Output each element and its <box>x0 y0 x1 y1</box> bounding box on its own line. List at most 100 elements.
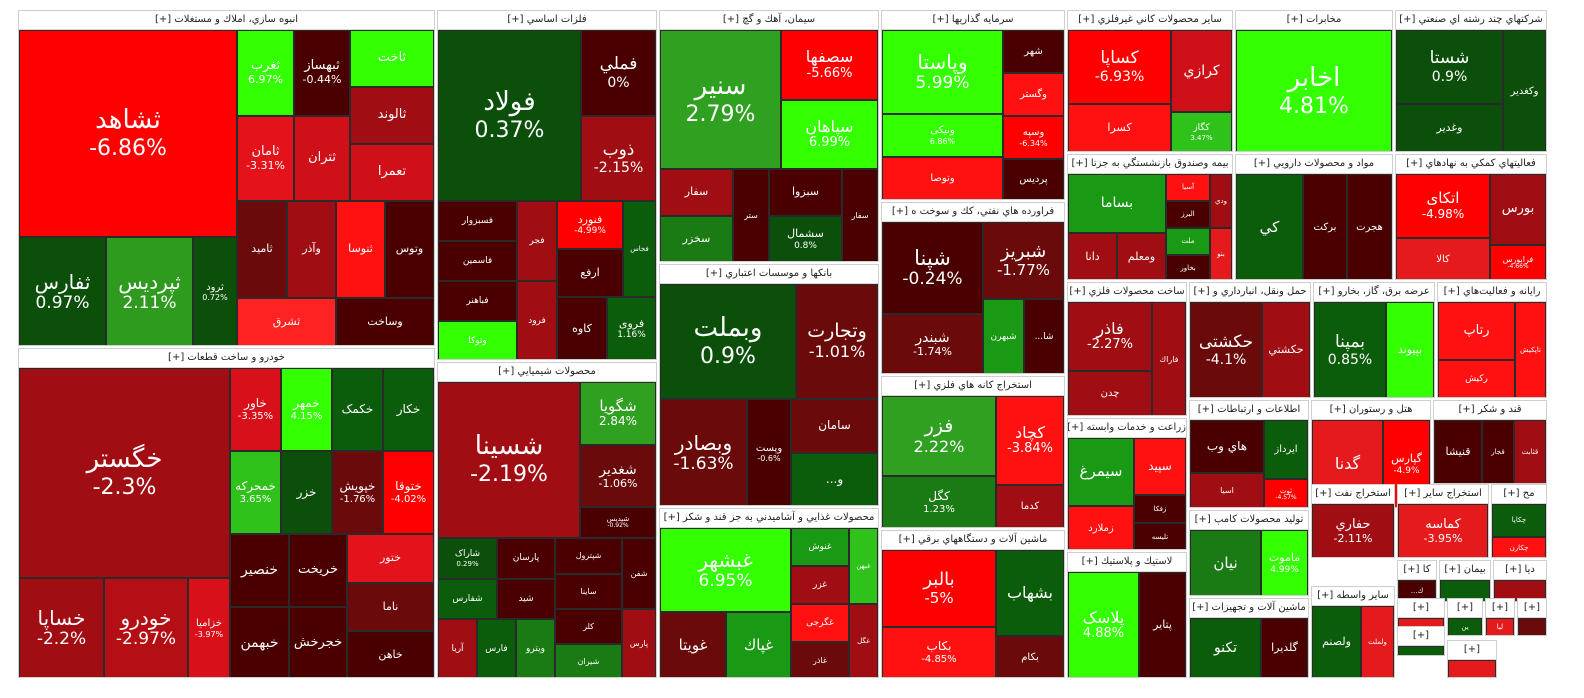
tile-20-1[interactable]: رکیش <box>1438 360 1515 397</box>
tile-4-3[interactable]: سفار <box>660 169 733 216</box>
tile-0-14[interactable]: ثنوسا <box>336 201 385 298</box>
tile-38-0[interactable] <box>1518 618 1546 635</box>
tile-0-0[interactable]: ثشاهد -6.86% <box>19 30 237 237</box>
tile-30-0[interactable]: تكنو <box>1190 618 1261 677</box>
sector-title[interactable]: استخراج كانه هاي فلزي [+] <box>882 377 1064 396</box>
tile-8-3[interactable]: شبهرن <box>983 299 1024 373</box>
tile-2-1[interactable]: فملي 0% <box>581 30 656 116</box>
tile-23-2[interactable]: ایرداز <box>1264 420 1308 479</box>
tile-6-2[interactable]: غپاك <box>726 612 791 677</box>
tile-31-1[interactable]: ولملت <box>1361 606 1394 677</box>
tile-1-6[interactable]: خمحرکه 3.65% <box>230 451 281 534</box>
tile-21-0[interactable]: سيمرغ <box>1068 438 1134 506</box>
sector-title[interactable]: سرمايه گذاريها [+] <box>882 11 1064 30</box>
tile-14-8[interactable]: بنو <box>1210 228 1232 279</box>
tile-23-0[interactable]: هاي وب <box>1190 420 1264 473</box>
sector-title[interactable]: استخراج ساير [+] <box>1398 485 1488 504</box>
tile-13-1[interactable]: وغدير <box>1396 104 1503 151</box>
tile-27-0[interactable]: حفاري -2.11% <box>1312 504 1394 557</box>
tile-37-0[interactable]: ليا <box>1486 618 1514 635</box>
sector-title[interactable]: [+] <box>1448 641 1496 660</box>
tile-0-5[interactable]: ثبهساز -0.44% <box>294 30 350 116</box>
tile-4-7[interactable]: سشمال 0.8% <box>769 216 842 261</box>
tile-4-2[interactable]: سپاهان 6.99% <box>781 100 878 169</box>
tile-0-16[interactable]: وساخت <box>336 298 434 345</box>
tile-3-13[interactable]: شفن <box>622 538 656 609</box>
tile-9-1[interactable]: كگل 1.23% <box>882 476 996 527</box>
tile-0-15[interactable]: وتوس <box>385 201 434 298</box>
tile-30-1[interactable]: گلديرا <box>1261 618 1308 677</box>
tile-6-1[interactable]: غويتا <box>660 612 726 677</box>
tile-17-1[interactable]: چدن <box>1068 371 1152 415</box>
sector-title[interactable]: [+] <box>1448 599 1482 618</box>
tile-25-0[interactable]: قنيشا <box>1434 420 1482 483</box>
tile-1-7[interactable]: خزر <box>281 451 332 534</box>
sector-title[interactable]: عرضه برق، گاز، بخارو [+] <box>1314 283 1434 302</box>
tile-16-0[interactable]: اتکای -4.98% <box>1396 174 1490 238</box>
tile-21-3[interactable]: زفكا <box>1134 495 1186 523</box>
tile-19-1[interactable]: بپیوند <box>1386 302 1434 397</box>
tile-34-0[interactable] <box>1494 580 1546 601</box>
tile-3-1[interactable]: شگویا 2.84% <box>580 382 656 445</box>
tile-1-18[interactable]: خاهن <box>347 631 434 677</box>
tile-15-0[interactable]: كي <box>1236 174 1303 279</box>
tile-5-2[interactable]: وبصادر -1.63% <box>660 399 747 505</box>
tile-21-1[interactable]: زملارد <box>1068 506 1134 549</box>
tile-14-6[interactable]: ملت <box>1166 228 1210 255</box>
tile-11-3[interactable]: كگاز 3.47% <box>1171 112 1232 151</box>
tile-0-4[interactable]: ثغرب 6.97% <box>237 30 294 116</box>
tile-2-2[interactable]: ذوب -2.15% <box>581 116 656 201</box>
tile-6-0[interactable]: غبشهر 6.95% <box>660 528 791 612</box>
tile-10-3[interactable]: بكام <box>996 636 1064 677</box>
tile-40-0[interactable] <box>1448 660 1496 677</box>
sector-title[interactable]: مح [+] <box>1492 485 1546 504</box>
tile-1-13[interactable]: خریخت <box>289 534 347 607</box>
tile-1-0[interactable]: خگستر -2.3% <box>19 368 230 578</box>
tile-1-4[interactable]: خاور -3.35% <box>230 368 281 451</box>
sector-title[interactable]: بانكها و موسسات اعتباري [+] <box>660 265 878 284</box>
sector-title[interactable]: ماشين آلات و دستگاههاي برقي [+] <box>882 531 1064 550</box>
tile-9-3[interactable]: كدما <box>996 485 1064 527</box>
tile-3-4[interactable]: شاراک 0.29% <box>438 538 497 579</box>
tile-7-6[interactable]: پردیس <box>1003 159 1064 199</box>
tile-3-0[interactable]: شسينا -2.19% <box>438 382 580 538</box>
tile-26-1[interactable]: ماموت 4.99% <box>1261 530 1308 595</box>
tile-4-6[interactable]: سبزوا <box>769 169 842 216</box>
tile-7-2[interactable]: وتوصا <box>882 157 1003 199</box>
tile-16-2[interactable]: بورس <box>1490 174 1546 245</box>
sector-title[interactable]: [+] <box>1518 599 1546 618</box>
tile-1-17[interactable]: ناما <box>347 583 434 631</box>
tile-7-3[interactable]: شهر <box>1003 30 1064 73</box>
tile-18-1[interactable]: حکشتي <box>1262 302 1310 397</box>
tile-15-1[interactable]: بركت <box>1303 174 1347 279</box>
tile-23-3[interactable]: ثوت -4.57% <box>1264 479 1308 507</box>
tile-1-16[interactable]: ختور <box>347 534 434 583</box>
tile-18-0[interactable]: حکشتی -4.1% <box>1190 302 1262 397</box>
tile-2-10[interactable]: ارفع <box>557 249 623 297</box>
tile-0-12[interactable]: وآذر <box>287 201 336 298</box>
tile-3-9[interactable]: فارس <box>477 619 516 677</box>
sector-title[interactable]: فلزات اساسي [+] <box>438 11 656 30</box>
tile-1-8[interactable]: خکمک <box>332 368 383 451</box>
tile-4-5[interactable]: ستر <box>733 169 769 261</box>
tile-28-0[interactable]: کماسه -3.95% <box>1398 504 1488 557</box>
tile-1-11[interactable]: ختوقا -4.02% <box>383 451 434 534</box>
tile-0-3[interactable]: ثرود 0.72% <box>193 237 237 345</box>
sector-title[interactable]: مخابرات [+] <box>1236 11 1392 30</box>
sector-title[interactable]: ساير واسطه [+] <box>1312 587 1394 606</box>
sector-title[interactable]: حمل ونقل، انبارداري و [+] <box>1190 283 1310 302</box>
tile-11-1[interactable]: كسرا <box>1068 104 1171 151</box>
sector-title[interactable]: شركتهاي چند رشته اي صنعتي [+] <box>1396 11 1546 30</box>
tile-3-2[interactable]: شغدیر -1.06% <box>580 445 656 507</box>
tile-39-0[interactable] <box>1398 646 1444 655</box>
tile-10-0[interactable]: بالبر -5% <box>882 550 996 627</box>
tile-14-1[interactable]: دانا <box>1068 233 1117 279</box>
sector-title[interactable]: استخراج نفت [+] <box>1312 485 1394 504</box>
tile-2-9[interactable]: فنورد -4.99% <box>557 201 623 249</box>
tile-6-7[interactable]: غاذر <box>791 642 849 677</box>
tile-14-4[interactable]: البرز <box>1166 201 1210 228</box>
tile-2-13[interactable]: فروی 1.16% <box>607 297 656 359</box>
tile-22-0[interactable]: پلاسک 4.88% <box>1068 572 1139 677</box>
tile-2-7[interactable]: وتوكا <box>438 321 517 359</box>
tile-23-1[interactable]: اسيا <box>1190 473 1264 507</box>
